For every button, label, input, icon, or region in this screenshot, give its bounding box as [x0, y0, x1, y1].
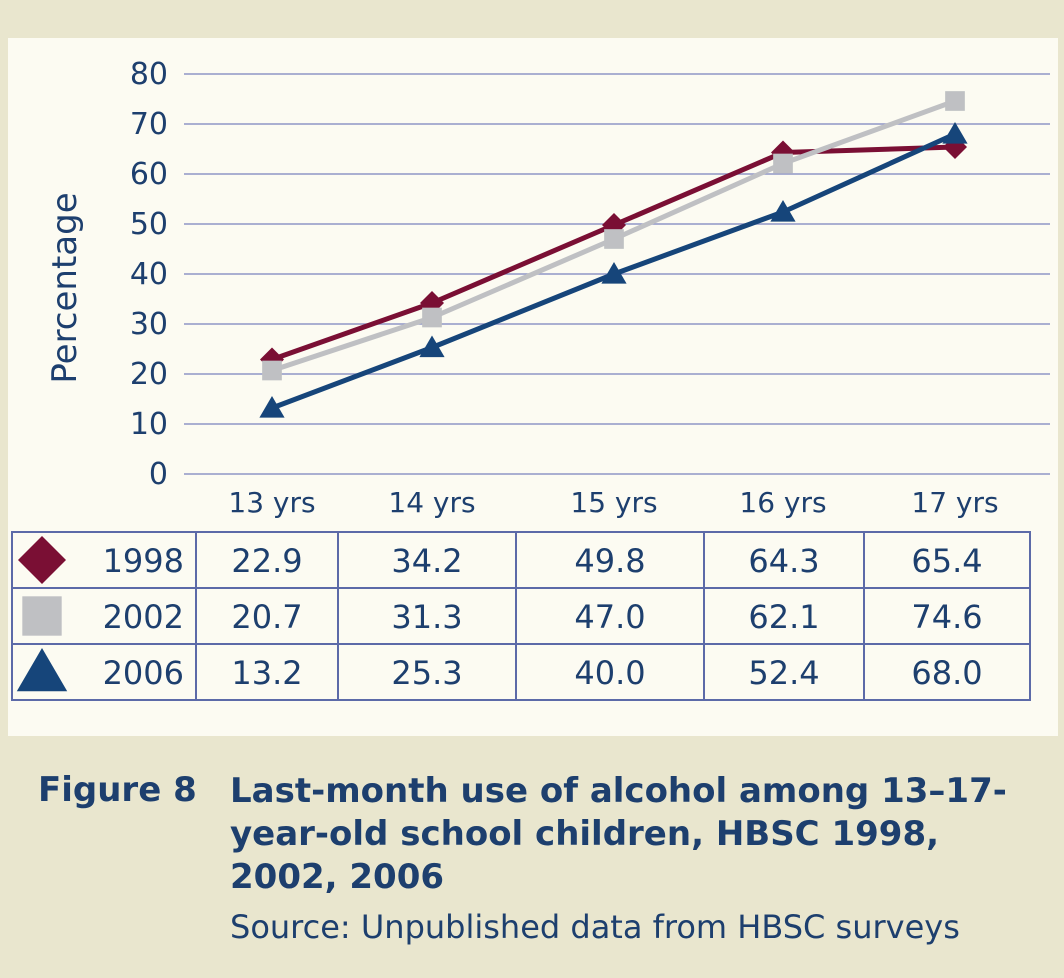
x-tick-label: 17 yrs [911, 486, 998, 519]
chart-panel: 0 10 20 30 40 50 60 70 80 Percentage 13 yrs 14 yrs 1… [8, 38, 1058, 736]
table-cell: 74.6 [911, 598, 982, 636]
y-tick-label: 50 [130, 207, 168, 242]
data-table-border [11, 531, 1031, 701]
table-cell: 68.0 [911, 654, 982, 692]
legend-marker-2006 [16, 648, 68, 692]
line-chart: 0 10 20 30 40 50 60 70 80 Percentage 13 yrs 14 yrs 1… [11, 57, 1050, 701]
x-tick-label: 15 yrs [570, 486, 657, 519]
table-cell: 49.8 [574, 542, 645, 580]
table-cell: 52.4 [748, 654, 819, 692]
data-point-2002 [773, 153, 793, 174]
legend-label-2006: 2006 [103, 654, 184, 692]
x-tick-label: 14 yrs [388, 486, 475, 519]
y-axis-label: Percentage [45, 192, 85, 383]
legend-label-2002: 2002 [103, 598, 184, 636]
data-point-2002 [422, 307, 442, 328]
table-cell: 62.1 [748, 598, 819, 636]
y-tick-label: 0 [149, 457, 168, 492]
data-point-2006 [770, 200, 796, 222]
table-cell: 25.3 [391, 654, 462, 692]
x-tick-label: 16 yrs [739, 486, 826, 519]
x-tick-label: 13 yrs [228, 486, 315, 519]
table-cell: 22.9 [231, 542, 302, 580]
y-tick-label: 80 [130, 57, 168, 92]
figure-title: Last-month use of alcohol among 13–17-ye… [230, 771, 1007, 897]
figure-caption: Figure 8 Last-month use of alcohol among… [8, 738, 1058, 970]
table-cell: 13.2 [231, 654, 302, 692]
y-tick-label: 70 [130, 107, 168, 142]
data-point-2002 [604, 229, 624, 249]
table-cell: 34.2 [391, 542, 462, 580]
figure-source: Source: Unpublished data from HBSC surve… [230, 908, 960, 946]
table-cell: 31.3 [391, 598, 462, 636]
table-cell: 64.3 [748, 542, 819, 580]
table-cell: 20.7 [231, 598, 302, 636]
y-tick-label: 40 [130, 257, 168, 292]
table-cell: 40.0 [574, 654, 645, 692]
data-point-2002 [945, 91, 965, 111]
data-point-2006 [942, 122, 968, 144]
data-point-2006 [419, 335, 445, 358]
data-point-2006 [259, 396, 285, 418]
data-point-2002 [262, 360, 282, 381]
figure-label: Figure 8 [38, 770, 197, 810]
legend-marker-2002 [22, 596, 62, 636]
table-cell: 65.4 [911, 542, 982, 580]
y-tick-label: 30 [130, 307, 168, 342]
data-point-2006 [601, 262, 627, 284]
y-tick-label: 60 [130, 157, 168, 192]
y-tick-label: 10 [130, 407, 168, 442]
legend-label-1998: 1998 [103, 542, 184, 580]
table-cell: 47.0 [574, 598, 645, 636]
legend-marker-1998 [18, 536, 66, 584]
top-band [0, 0, 1064, 38]
y-tick-label: 20 [130, 357, 168, 392]
